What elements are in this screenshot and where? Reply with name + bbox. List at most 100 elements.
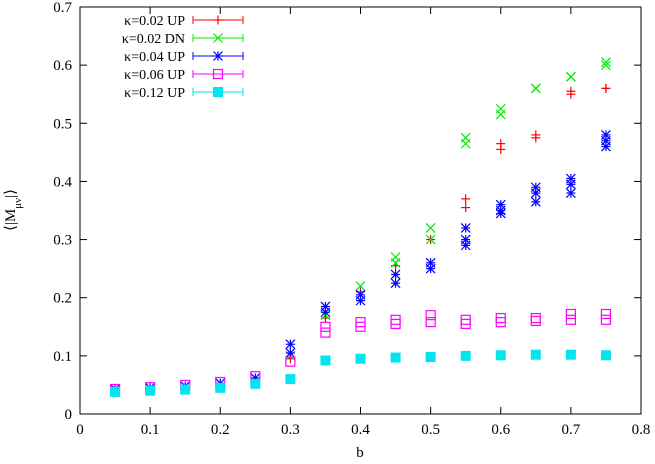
data-point	[145, 385, 156, 396]
data-point	[215, 382, 226, 393]
data-point	[565, 314, 576, 325]
data-point	[496, 144, 506, 154]
data-point	[530, 349, 541, 360]
data-point	[600, 314, 612, 325]
legend-swatch	[192, 87, 244, 97]
data-points	[109, 57, 612, 397]
data-point	[425, 234, 436, 245]
legend-label: κ=0.02 DN	[122, 32, 185, 47]
data-point	[530, 83, 541, 94]
data-point	[390, 269, 401, 280]
y-tick-label: 0.5	[53, 116, 72, 132]
legend-swatch	[192, 51, 244, 61]
data-point	[390, 257, 401, 268]
x-tick-label: 0.5	[421, 422, 440, 438]
data-point	[390, 278, 401, 289]
data-point	[285, 348, 296, 358]
data-point	[250, 378, 261, 389]
y-tick-label: 0.7	[53, 0, 72, 16]
data-point	[460, 138, 471, 149]
legend: κ=0.02 UP κ=0.02 DN κ=0.04 UP κ=0.06 UP κ=0.…	[122, 14, 244, 101]
y-tick-label: 0.1	[53, 349, 72, 365]
y-tick-label: 0.4	[53, 174, 72, 190]
x-axis-label: b	[356, 445, 364, 461]
data-point	[355, 281, 366, 292]
data-point	[461, 203, 471, 213]
data-point	[495, 208, 506, 219]
x-tick-label: 0.8	[632, 422, 651, 438]
data-point	[495, 317, 506, 328]
legend-swatch	[192, 15, 244, 25]
x-tick-label: 0.6	[491, 422, 510, 438]
data-point	[601, 141, 611, 152]
data-point	[425, 263, 436, 274]
data-point	[425, 310, 436, 321]
data-point	[460, 223, 471, 233]
legend-marker	[213, 15, 223, 25]
data-point	[565, 349, 576, 360]
data-point	[530, 188, 541, 198]
y-axis-label: ⟨|Mμν|⟩	[3, 189, 24, 231]
data-point	[355, 321, 366, 332]
data-point	[460, 318, 471, 329]
data-point	[285, 356, 296, 367]
data-point	[390, 352, 401, 363]
data-point	[495, 350, 506, 361]
x-tick-label: 0.4	[351, 422, 370, 438]
data-point	[425, 352, 436, 363]
data-point	[566, 86, 576, 96]
data-point	[565, 71, 576, 82]
y-tick-label: 0	[65, 407, 73, 423]
data-point	[355, 353, 366, 364]
y-tick-label: 0.2	[53, 291, 72, 307]
data-point	[180, 384, 191, 395]
data-point	[530, 315, 541, 327]
data-point	[565, 179, 576, 190]
data-point	[600, 308, 612, 320]
data-point	[530, 312, 541, 324]
legend-marker	[213, 33, 223, 43]
data-point	[495, 109, 506, 120]
data-point	[460, 240, 471, 251]
x-tick-label: 0.1	[141, 422, 160, 438]
y-axis-label-main: ⟨|M	[3, 209, 19, 231]
y-tick-label: 0.3	[53, 233, 72, 249]
data-point	[601, 57, 611, 68]
legend-swatch	[192, 33, 244, 43]
data-point	[600, 350, 611, 361]
y-axis-label-end: |⟩	[3, 189, 19, 198]
legend-marker	[213, 87, 223, 97]
y-axis-label-sub: μν	[12, 198, 24, 209]
data-point	[320, 327, 331, 338]
data-point	[565, 188, 576, 198]
legend-marker	[213, 51, 223, 61]
data-point	[320, 355, 331, 366]
data-point	[530, 196, 541, 207]
data-point	[601, 83, 611, 93]
data-point	[531, 133, 541, 143]
legend-label: κ=0.02 UP	[124, 14, 185, 29]
data-point	[461, 194, 471, 204]
data-point	[285, 339, 296, 350]
data-point	[390, 318, 401, 329]
data-point	[320, 321, 331, 332]
legend-swatch	[192, 68, 244, 80]
x-tick-label: 0	[76, 422, 84, 438]
data-point	[601, 60, 611, 71]
data-point	[110, 386, 121, 397]
legend-label: κ=0.12 UP	[124, 86, 185, 101]
data-point	[320, 307, 331, 318]
data-point	[355, 295, 366, 306]
legend-label: κ=0.04 UP	[124, 50, 185, 65]
data-point	[425, 317, 436, 328]
data-point	[565, 308, 576, 320]
x-tick-label: 0.7	[562, 422, 581, 438]
legend-marker	[212, 68, 224, 80]
x-tick-label: 0.3	[281, 422, 300, 438]
x-tick-label: 0.2	[211, 422, 230, 438]
data-point	[425, 223, 436, 233]
axis-ticks: 0 0.1 0.2 0.3 0.4 0.5 0.6 0.7 0.8 0 0.1 0.2 0.3 0.4 0.…	[53, 0, 650, 438]
legend-label: κ=0.06 UP	[124, 68, 185, 83]
data-point	[460, 350, 471, 361]
